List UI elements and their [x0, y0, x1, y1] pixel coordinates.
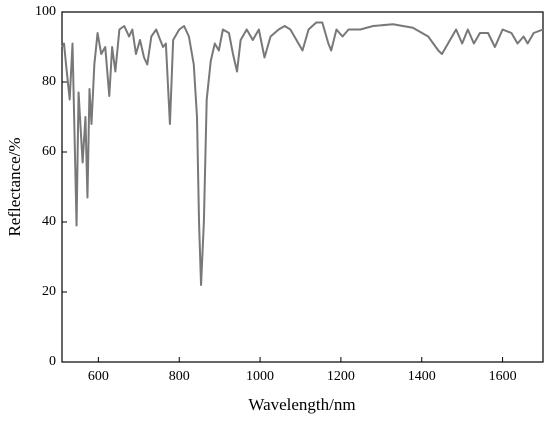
x-tick-label: 1600 [489, 369, 517, 384]
y-tick-label: 40 [42, 214, 56, 229]
y-tick-label: 100 [35, 4, 56, 19]
y-tick-label: 60 [42, 144, 56, 159]
spectrum-line [61, 21, 544, 286]
x-tick-label: 1200 [327, 369, 355, 384]
y-axis-title: Reflectance/% [5, 137, 24, 236]
x-tick-label: 1400 [408, 369, 436, 384]
y-tick-label: 0 [49, 354, 56, 369]
plot-frame [61, 11, 544, 363]
x-axis-title: Wavelength/nm [248, 395, 355, 414]
x-tick-label: 800 [169, 369, 190, 384]
x-tick-label: 1000 [246, 369, 274, 384]
y-tick-label: 80 [42, 74, 56, 89]
y-tick-label: 20 [42, 284, 56, 299]
x-tick-label: 600 [88, 369, 109, 384]
